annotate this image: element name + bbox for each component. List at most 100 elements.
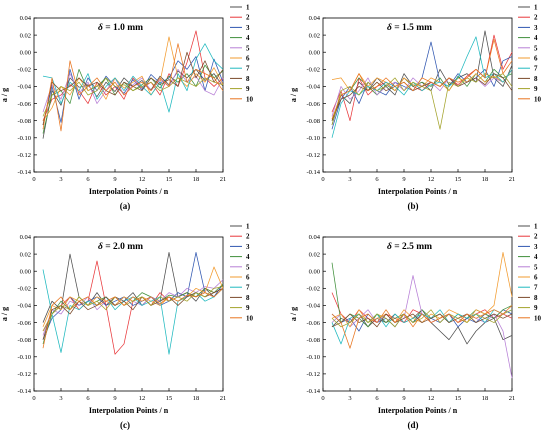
title-value: = 1.5 mm <box>392 23 432 33</box>
series-line-7 <box>331 36 513 138</box>
y-axis-label: a / g <box>0 88 9 102</box>
y-tick-label: 0.04 <box>20 234 32 241</box>
y-tick-label: -0.12 <box>306 371 320 378</box>
legend-label-9: 9 <box>246 304 250 312</box>
y-tick-label: -0.10 <box>306 135 320 142</box>
panel-label: (b) <box>408 201 419 211</box>
y-tick-label: 0.02 <box>20 32 31 39</box>
panel-label: (d) <box>408 420 419 430</box>
title-value: = 2.0 mm <box>103 242 143 252</box>
y-tick-label: -0.10 <box>306 354 320 361</box>
x-tick-label: 0 <box>321 395 324 402</box>
legend-label-8: 8 <box>246 294 250 302</box>
legend-label-1: 1 <box>534 4 538 12</box>
x-tick-label: 0 <box>32 176 35 183</box>
series-line-6 <box>42 36 224 121</box>
title-symbol: δ <box>98 242 103 252</box>
panel-label: (c) <box>120 420 130 430</box>
series-line-6 <box>331 69 513 92</box>
y-axis-label: a / g <box>289 88 298 102</box>
series-line-10 <box>42 43 224 132</box>
x-tick-label: 12 <box>139 395 146 402</box>
x-tick-label: 21 <box>220 395 227 402</box>
plot-frame <box>322 17 513 173</box>
y-tick-label: -0.06 <box>17 320 31 327</box>
legend-label-1: 1 <box>534 223 538 231</box>
y-tick-label: -0.08 <box>306 337 320 344</box>
legend: 1 2 3 4 5 6 7 8 9 10 <box>518 223 542 322</box>
x-tick-label: 3 <box>348 176 351 183</box>
legend-label-10: 10 <box>534 95 542 103</box>
legend-label-4: 4 <box>246 34 250 42</box>
legend: 1 2 3 4 5 6 7 8 9 10 <box>230 223 254 322</box>
y-tick-label: 0.04 <box>309 15 321 22</box>
x-axis-label: Interpolation Points / n <box>89 406 169 415</box>
x-tick-label: 12 <box>428 395 435 402</box>
y-tick-label: -0.06 <box>17 101 31 108</box>
legend-label-4: 4 <box>534 34 538 42</box>
x-tick-label: 15 <box>455 395 462 402</box>
legend-label-10: 10 <box>534 314 542 322</box>
x-tick-label: 15 <box>166 176 173 183</box>
legend-label-2: 2 <box>534 14 538 22</box>
legend-label-3: 3 <box>534 243 538 251</box>
series-line-4 <box>331 262 513 328</box>
legend-label-3: 3 <box>246 243 250 251</box>
y-tick-label: -0.02 <box>17 286 31 293</box>
series-line-6 <box>331 252 513 328</box>
chart-title: δ = 1.0 mm <box>98 23 143 33</box>
legend: 1 2 3 4 5 6 7 8 9 10 <box>230 4 254 103</box>
y-tick-label: -0.04 <box>17 303 31 310</box>
legend-label-6: 6 <box>246 55 250 63</box>
x-tick-label: 6 <box>375 176 379 183</box>
y-tick-label: 0.00 <box>309 268 320 275</box>
legend-label-8: 8 <box>246 75 250 83</box>
legend-label-7: 7 <box>534 65 538 73</box>
y-tick-label: -0.06 <box>306 101 320 108</box>
chart-title: δ = 2.5 mm <box>387 242 432 252</box>
y-tick-label: -0.12 <box>306 152 320 159</box>
x-tick-label: 0 <box>321 176 324 183</box>
x-axis-label: Interpolation Points / n <box>378 406 458 415</box>
legend-label-7: 7 <box>246 65 250 73</box>
x-tick-label: 12 <box>428 176 435 183</box>
x-tick-label: 9 <box>402 395 405 402</box>
y-tick-label: -0.08 <box>17 118 31 125</box>
title-symbol: δ <box>387 23 392 33</box>
y-tick-label: -0.02 <box>306 67 320 74</box>
y-tick-label: -0.12 <box>17 371 31 378</box>
y-tick-label: -0.12 <box>17 152 31 159</box>
legend-label-5: 5 <box>534 44 538 52</box>
series-line-1 <box>331 309 513 345</box>
x-axis-label: Interpolation Points / n <box>89 187 169 196</box>
legend-label-6: 6 <box>246 274 250 282</box>
series-line-10 <box>42 288 224 349</box>
y-tick-label: -0.04 <box>306 84 320 91</box>
y-tick-label: 0.00 <box>20 49 31 56</box>
plot-frame <box>33 236 224 392</box>
legend-label-7: 7 <box>246 284 250 292</box>
x-tick-label: 6 <box>86 176 90 183</box>
y-tick-label: 0.00 <box>309 49 320 56</box>
legend-label-5: 5 <box>246 44 250 52</box>
legend-label-5: 5 <box>534 263 538 271</box>
legend-label-9: 9 <box>534 304 538 312</box>
y-tick-label: 0.00 <box>20 268 31 275</box>
series-line-7 <box>331 309 513 345</box>
y-tick-label: 0.02 <box>309 32 320 39</box>
y-tick-label: -0.02 <box>17 67 31 74</box>
x-tick-label: 9 <box>113 395 116 402</box>
y-tick-label: -0.14 <box>306 169 320 176</box>
x-tick-label: 9 <box>402 176 405 183</box>
y-tick-label: 0.04 <box>309 234 321 241</box>
legend-label-10: 10 <box>246 314 254 322</box>
panel-b: -0.14 -0.12 -0.10 -0.08 -0.06 -0.04 -0.02 0.00 0… <box>289 4 542 212</box>
x-tick-label: 15 <box>166 395 173 402</box>
series-line-4 <box>42 64 224 134</box>
title-value: = 2.5 mm <box>392 242 432 252</box>
series-line-8 <box>331 313 513 328</box>
legend-label-5: 5 <box>246 263 250 271</box>
y-tick-label: -0.14 <box>17 169 31 176</box>
x-tick-label: 6 <box>86 395 90 402</box>
